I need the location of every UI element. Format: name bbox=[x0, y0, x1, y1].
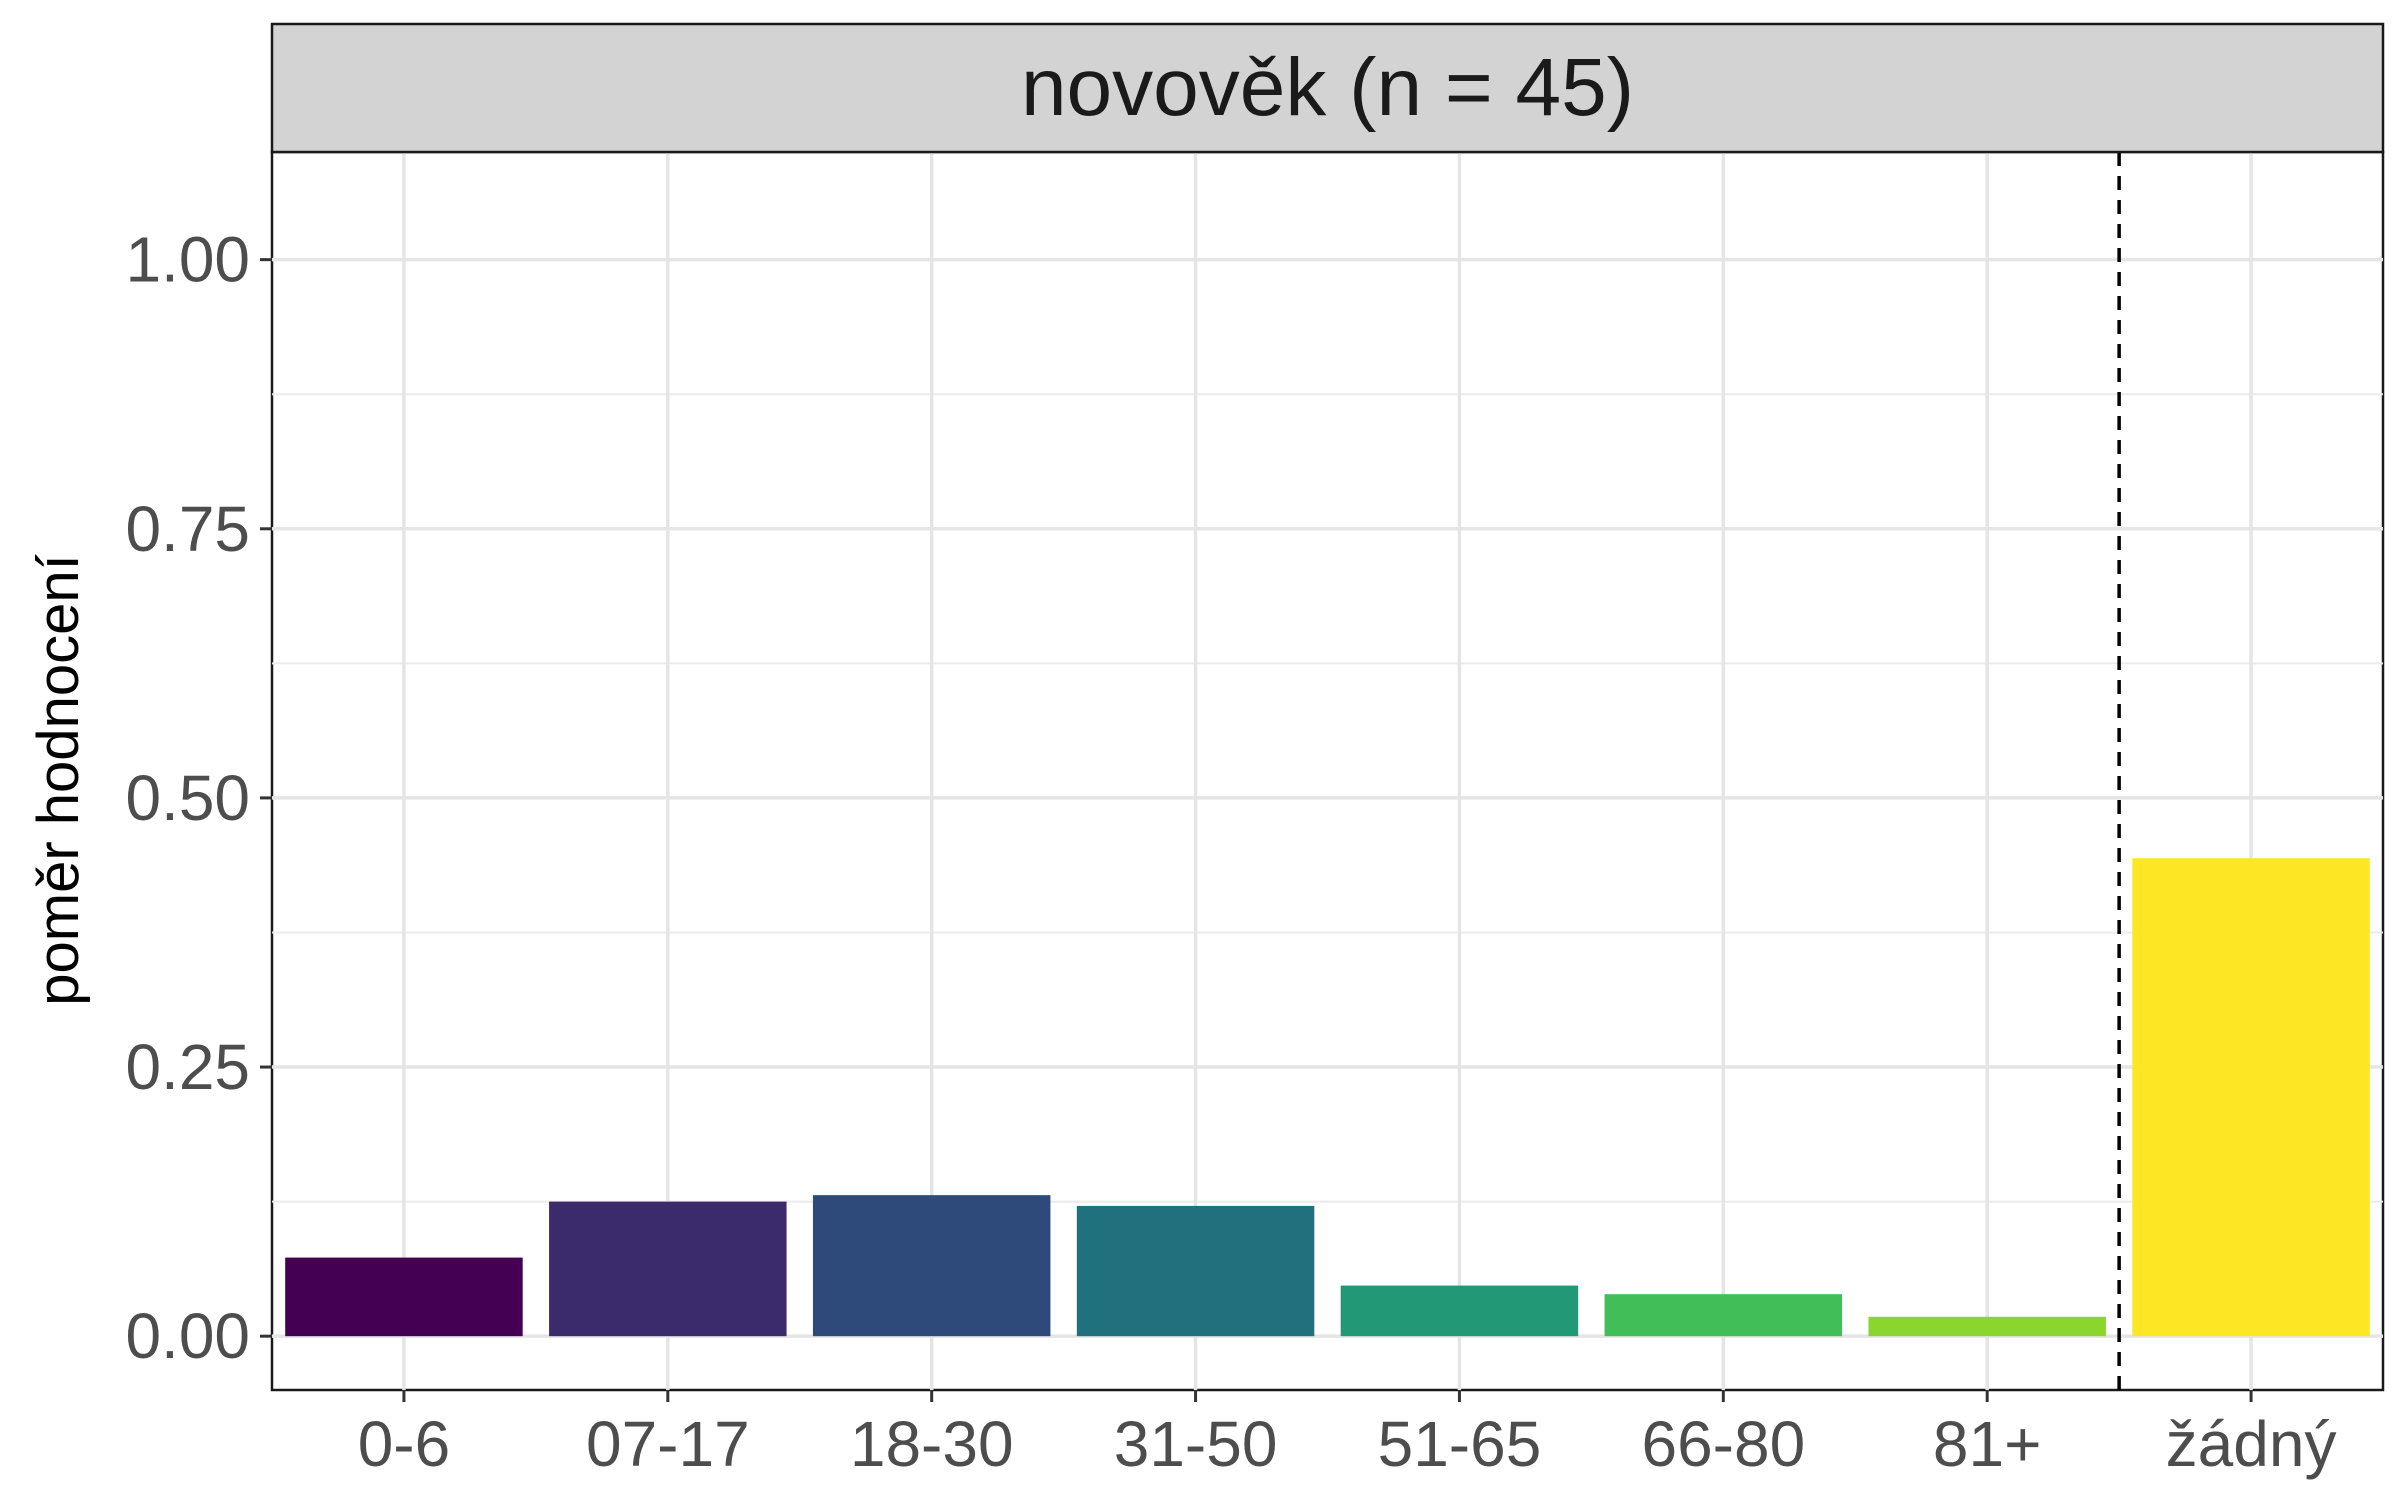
bar-žádný bbox=[2132, 858, 2370, 1337]
grid-lines bbox=[272, 152, 2383, 1390]
bar-66-80 bbox=[1604, 1294, 1843, 1337]
x-tick-label: 07-17 bbox=[586, 1408, 750, 1480]
bars bbox=[285, 858, 2370, 1337]
x-axis: 0-6 07-17 18-30 31-50 51-65 66-80 81+ žádný bbox=[358, 1390, 2337, 1480]
bar-07-17 bbox=[549, 1201, 787, 1337]
bar-81+ bbox=[1868, 1316, 2106, 1337]
chart-title: novověk (n = 45) bbox=[1021, 42, 1634, 133]
bar-18-30 bbox=[812, 1195, 1051, 1337]
x-tick-label: 31-50 bbox=[1114, 1408, 1278, 1480]
y-axis-label: poměr hodnocení bbox=[26, 554, 91, 1005]
y-tick-label: 1.00 bbox=[125, 224, 250, 296]
plot-panel bbox=[270, 150, 2385, 1392]
x-tick-label: 18-30 bbox=[850, 1408, 1014, 1480]
bar-31-50 bbox=[1076, 1205, 1315, 1337]
x-tick-label: 51-65 bbox=[1378, 1408, 1542, 1480]
x-tick-label: 0-6 bbox=[358, 1408, 451, 1480]
x-tick-label: 81+ bbox=[1933, 1408, 2042, 1480]
y-tick-label: 0.50 bbox=[125, 762, 250, 834]
bar-51-65 bbox=[1340, 1285, 1579, 1337]
facet-strip-background bbox=[270, 22, 2385, 154]
y-tick-label: 0.25 bbox=[125, 1031, 250, 1103]
x-tick-label: žádný bbox=[2166, 1408, 2337, 1480]
y-tick-label: 0.00 bbox=[125, 1300, 250, 1372]
x-tick-label: 66-80 bbox=[1641, 1408, 1805, 1480]
y-tick-label: 0.75 bbox=[125, 493, 250, 565]
bar-0-6 bbox=[285, 1257, 523, 1337]
facet-strip: novověk (n = 45) bbox=[270, 22, 2385, 154]
plot-background bbox=[272, 152, 2383, 1390]
y-axis: 0.00 0.25 0.50 0.75 1.00 bbox=[125, 224, 272, 1372]
